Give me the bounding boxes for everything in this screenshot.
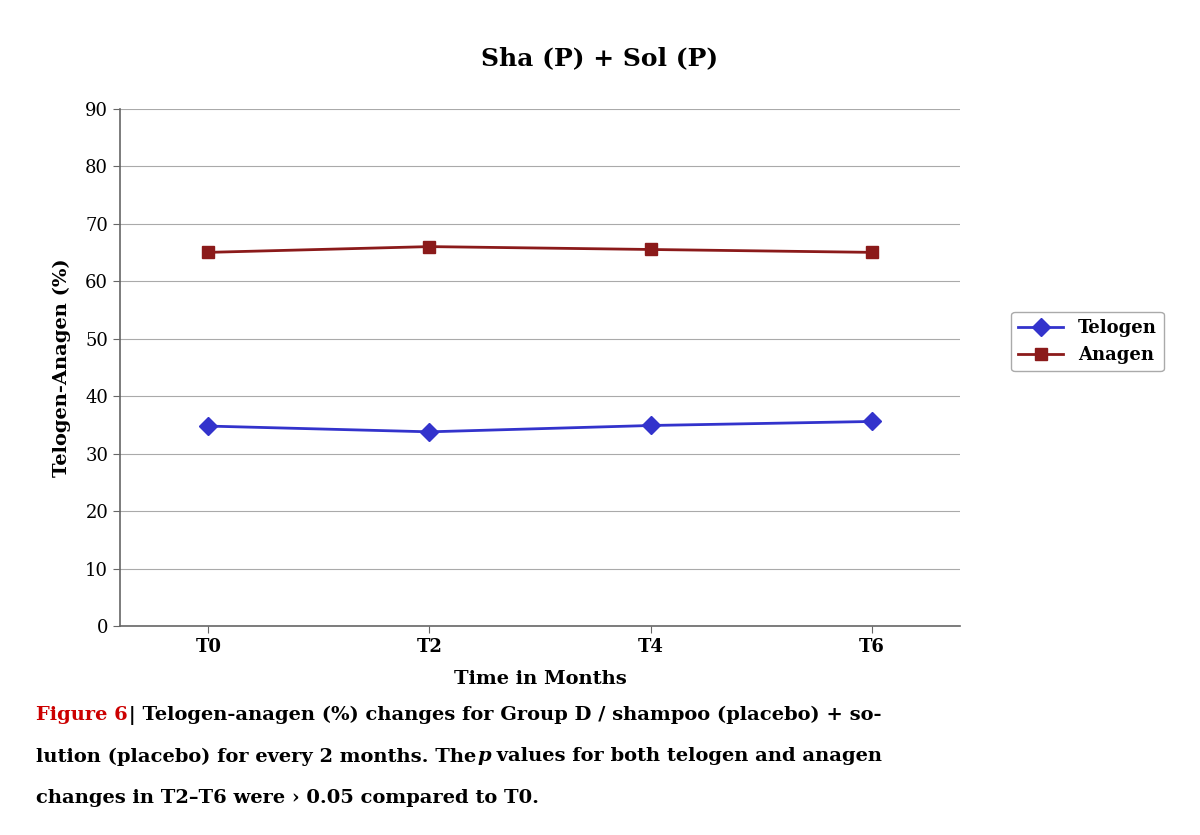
Legend: Telogen, Anagen: Telogen, Anagen bbox=[1012, 311, 1164, 372]
Anagen bbox=[422, 241, 437, 251]
Anagen bbox=[202, 247, 216, 257]
Text: changes in T2–T6 were › 0.05 compared to T0.: changes in T2–T6 were › 0.05 compared to… bbox=[36, 789, 539, 807]
Text: | Telogen-anagen (%) changes for Group D / shampoo (placebo) + so-: | Telogen-anagen (%) changes for Group D… bbox=[122, 706, 882, 725]
Telogen bbox=[864, 417, 878, 427]
Telogen bbox=[422, 427, 437, 437]
X-axis label: Time in Months: Time in Months bbox=[454, 670, 626, 688]
Y-axis label: Telogen-Anagen (%): Telogen-Anagen (%) bbox=[53, 258, 71, 477]
Text: lution (placebo) for every 2 months. The: lution (placebo) for every 2 months. The bbox=[36, 747, 482, 766]
Telogen bbox=[202, 421, 216, 431]
Line: Anagen: Anagen bbox=[202, 240, 878, 259]
Anagen bbox=[643, 245, 658, 255]
Anagen bbox=[864, 247, 878, 257]
Text: values for both telogen and anagen: values for both telogen and anagen bbox=[490, 747, 882, 766]
Line: Telogen: Telogen bbox=[202, 415, 878, 438]
Text: Figure 6: Figure 6 bbox=[36, 706, 127, 724]
Text: p: p bbox=[478, 747, 491, 766]
Text: Sha (P) + Sol (P): Sha (P) + Sol (P) bbox=[481, 47, 719, 70]
Telogen bbox=[643, 421, 658, 431]
